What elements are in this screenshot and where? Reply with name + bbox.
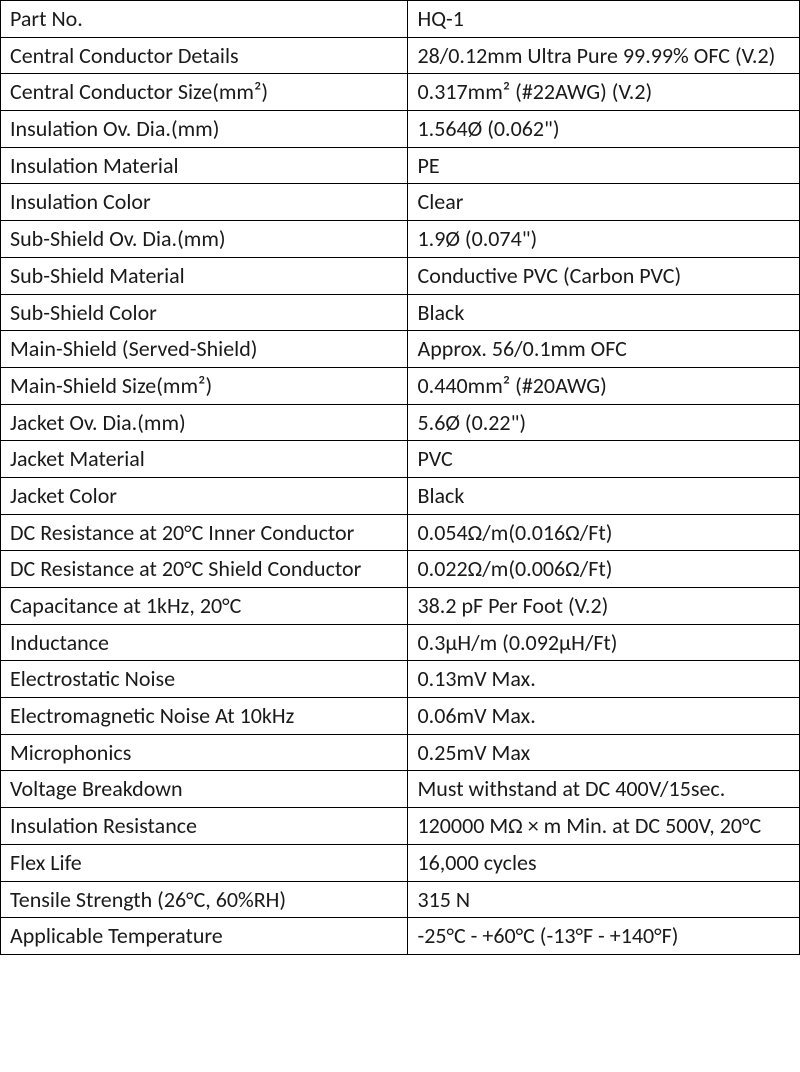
spec-value: 315 N [408,881,800,918]
table-row: Electrostatic Noise0.13mV Max. [1,661,800,698]
spec-label: DC Resistance at 20°C Inner Conductor [1,514,408,551]
spec-label: Sub-Shield Ov. Dia.(mm) [1,221,408,258]
spec-label: Voltage Breakdown [1,771,408,808]
table-row: Applicable Temperature-25°C - +60°C (-13… [1,918,800,955]
table-row: Insulation Resistance120000 MΩ × m Min. … [1,808,800,845]
spec-label: Insulation Ov. Dia.(mm) [1,111,408,148]
spec-label: Insulation Material [1,147,408,184]
spec-label: Insulation Color [1,184,408,221]
spec-value: 0.440mm² (#20AWG) [408,367,800,404]
spec-label: Capacitance at 1kHz, 20°C [1,588,408,625]
spec-value: Clear [408,184,800,221]
spec-value: 0.022Ω/m(0.006Ω/Ft) [408,551,800,588]
table-row: Jacket MaterialPVC [1,441,800,478]
spec-value: 0.06mV Max. [408,698,800,735]
spec-value: 5.6Ø (0.22") [408,404,800,441]
table-row: Part No.HQ-1 [1,1,800,38]
table-row: Main-Shield (Served-Shield)Approx. 56/0.… [1,331,800,368]
spec-value: 16,000 cycles [408,844,800,881]
table-row: Tensile Strength (26°C, 60%RH)315 N [1,881,800,918]
table-row: Sub-Shield MaterialConductive PVC (Carbo… [1,257,800,294]
spec-label: Part No. [1,1,408,38]
spec-label: Central Conductor Details [1,37,408,74]
table-row: DC Resistance at 20°C Inner Conductor0.0… [1,514,800,551]
spec-label: Jacket Ov. Dia.(mm) [1,404,408,441]
spec-label: Jacket Color [1,477,408,514]
table-row: Insulation MaterialPE [1,147,800,184]
table-row: Capacitance at 1kHz, 20°C38.2 pF Per Foo… [1,588,800,625]
table-row: Central Conductor Details28/0.12mm Ultra… [1,37,800,74]
spec-label: Flex Life [1,844,408,881]
spec-label: Microphonics [1,734,408,771]
spec-value: Must withstand at DC 400V/15sec. [408,771,800,808]
spec-label: Insulation Resistance [1,808,408,845]
spec-value: 1.564Ø (0.062") [408,111,800,148]
table-row: Insulation ColorClear [1,184,800,221]
spec-label: Electromagnetic Noise At 10kHz [1,698,408,735]
spec-label: Main-Shield (Served-Shield) [1,331,408,368]
spec-value: 1.9Ø (0.074") [408,221,800,258]
spec-value: 0.13mV Max. [408,661,800,698]
spec-value: 0.054Ω/m(0.016Ω/Ft) [408,514,800,551]
table-row: Sub-Shield ColorBlack [1,294,800,331]
spec-label: Central Conductor Size(mm²) [1,74,408,111]
spec-label: Main-Shield Size(mm²) [1,367,408,404]
spec-value: HQ-1 [408,1,800,38]
table-row: Insulation Ov. Dia.(mm)1.564Ø (0.062") [1,111,800,148]
spec-label: Jacket Material [1,441,408,478]
spec-table-body: Part No.HQ-1Central Conductor Details28/… [1,1,800,955]
spec-value: 28/0.12mm Ultra Pure 99.99% OFC (V.2) [408,37,800,74]
spec-value: Black [408,294,800,331]
table-row: Sub-Shield Ov. Dia.(mm)1.9Ø (0.074") [1,221,800,258]
table-row: DC Resistance at 20°C Shield Conductor0.… [1,551,800,588]
spec-label: Sub-Shield Material [1,257,408,294]
spec-label: Sub-Shield Color [1,294,408,331]
spec-value: 120000 MΩ × m Min. at DC 500V, 20°C [408,808,800,845]
spec-value: 38.2 pF Per Foot (V.2) [408,588,800,625]
spec-value: Conductive PVC (Carbon PVC) [408,257,800,294]
spec-label: DC Resistance at 20°C Shield Conductor [1,551,408,588]
spec-label: Inductance [1,624,408,661]
table-row: Voltage BreakdownMust withstand at DC 40… [1,771,800,808]
spec-value: 0.3μH/m (0.092μH/Ft) [408,624,800,661]
table-row: Microphonics0.25mV Max [1,734,800,771]
table-row: Electromagnetic Noise At 10kHz0.06mV Max… [1,698,800,735]
table-row: Flex Life16,000 cycles [1,844,800,881]
table-row: Jacket ColorBlack [1,477,800,514]
spec-value: PE [408,147,800,184]
spec-value: 0.25mV Max [408,734,800,771]
spec-label: Tensile Strength (26°C, 60%RH) [1,881,408,918]
spec-value: PVC [408,441,800,478]
spec-value: -25°C - +60°C (-13°F - +140°F) [408,918,800,955]
spec-label: Electrostatic Noise [1,661,408,698]
spec-table: Part No.HQ-1Central Conductor Details28/… [0,0,800,955]
spec-value: Black [408,477,800,514]
table-row: Jacket Ov. Dia.(mm)5.6Ø (0.22") [1,404,800,441]
spec-label: Applicable Temperature [1,918,408,955]
table-row: Main-Shield Size(mm²)0.440mm² (#20AWG) [1,367,800,404]
spec-value: 0.317mm² (#22AWG) (V.2) [408,74,800,111]
table-row: Inductance0.3μH/m (0.092μH/Ft) [1,624,800,661]
table-row: Central Conductor Size(mm²)0.317mm² (#22… [1,74,800,111]
spec-value: Approx. 56/0.1mm OFC [408,331,800,368]
